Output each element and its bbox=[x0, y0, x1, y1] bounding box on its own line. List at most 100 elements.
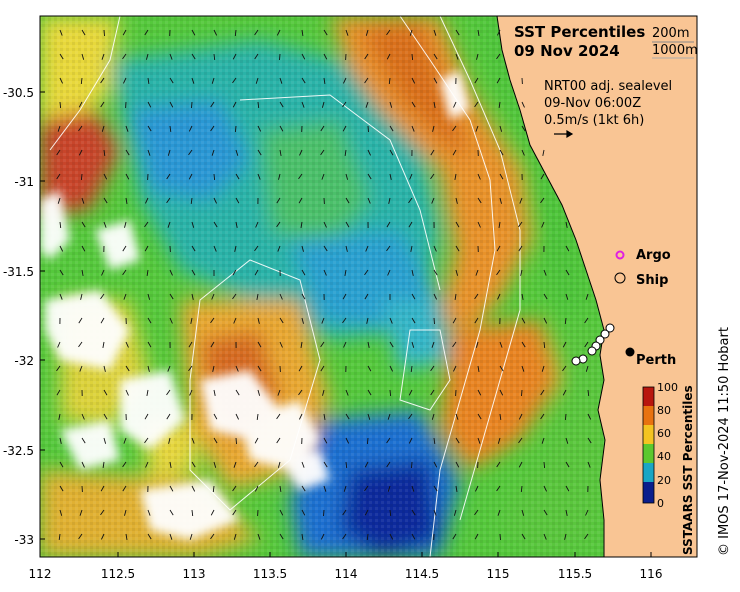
current-vector bbox=[257, 101, 260, 109]
current-vector bbox=[408, 389, 413, 396]
current-vector bbox=[521, 101, 525, 108]
current-vector bbox=[169, 53, 173, 60]
current-vector bbox=[59, 101, 62, 109]
current-vector bbox=[233, 461, 237, 468]
current-vector bbox=[211, 77, 215, 84]
current-vector bbox=[279, 293, 283, 300]
current-vector bbox=[100, 317, 105, 324]
current-vector bbox=[430, 149, 435, 156]
current-vector bbox=[145, 461, 149, 468]
colorbar-tick: 60 bbox=[657, 427, 671, 440]
current-vector bbox=[455, 221, 460, 228]
current-vector bbox=[345, 413, 350, 420]
current-vector bbox=[235, 365, 239, 372]
current-vector bbox=[279, 485, 282, 492]
current-vector bbox=[188, 149, 193, 156]
current-vector bbox=[540, 413, 545, 420]
scale-arrow-icon bbox=[554, 129, 574, 139]
current-vector bbox=[323, 77, 326, 84]
current-vector bbox=[345, 389, 349, 396]
legend-ship: Ship bbox=[636, 273, 668, 288]
current-vector bbox=[169, 101, 174, 108]
current-vector bbox=[189, 533, 193, 540]
current-vector bbox=[433, 53, 438, 60]
current-vector bbox=[79, 365, 83, 372]
current-vector bbox=[388, 77, 391, 85]
current-vector bbox=[276, 413, 281, 420]
current-vector bbox=[499, 149, 504, 156]
current-vector bbox=[564, 317, 567, 325]
x-axis: 112 112.5 113 113.5 114 114.5 115 115.5 … bbox=[29, 552, 662, 581]
current-vector bbox=[169, 461, 172, 468]
current-vector bbox=[584, 317, 589, 324]
current-vector bbox=[169, 509, 174, 516]
current-vector bbox=[298, 389, 303, 396]
current-vector bbox=[125, 341, 129, 348]
current-vector bbox=[81, 29, 86, 36]
current-vector bbox=[367, 365, 372, 372]
current-vector bbox=[147, 77, 150, 84]
current-vector bbox=[232, 509, 237, 516]
current-vector bbox=[213, 173, 216, 181]
current-vector bbox=[169, 533, 173, 540]
current-vector bbox=[257, 317, 260, 324]
current-vector bbox=[78, 149, 83, 156]
current-vector bbox=[342, 509, 347, 516]
current-vector bbox=[254, 53, 259, 60]
current-vector bbox=[433, 269, 438, 276]
current-vector bbox=[474, 317, 479, 324]
x-tick-label: 112 bbox=[29, 567, 52, 581]
current-vector bbox=[389, 509, 392, 517]
current-vector bbox=[279, 341, 283, 348]
colorbar-tick: 100 bbox=[657, 381, 678, 394]
current-vector bbox=[474, 77, 479, 84]
colorbar: 100 80 60 40 20 0 bbox=[642, 381, 678, 510]
current-vector bbox=[433, 461, 438, 468]
current-vector bbox=[345, 29, 349, 36]
current-vector bbox=[565, 221, 568, 228]
current-vector bbox=[279, 125, 284, 132]
ship-marker-icon bbox=[614, 272, 626, 284]
current-vector bbox=[301, 293, 306, 300]
current-vector bbox=[565, 437, 569, 444]
current-vector bbox=[279, 509, 284, 516]
current-vector bbox=[367, 173, 372, 180]
current-vector bbox=[323, 221, 327, 228]
current-vector bbox=[210, 509, 215, 516]
current-vector bbox=[497, 509, 501, 516]
current-vector bbox=[100, 509, 105, 516]
current-vector bbox=[454, 293, 457, 300]
current-vector bbox=[301, 317, 304, 324]
current-vector bbox=[497, 437, 501, 444]
current-vector bbox=[320, 341, 325, 348]
current-vector bbox=[232, 293, 237, 300]
current-vector bbox=[78, 533, 83, 540]
colorbar-label: SSTAARS SST Percentiles bbox=[681, 385, 695, 555]
current-vector bbox=[301, 461, 305, 468]
current-vector bbox=[342, 293, 347, 300]
current-vector bbox=[367, 413, 371, 420]
current-vector bbox=[276, 29, 281, 36]
current-vector bbox=[411, 269, 414, 276]
current-vector bbox=[254, 485, 259, 492]
current-vector bbox=[366, 317, 369, 324]
current-vector bbox=[431, 413, 435, 420]
current-vector bbox=[166, 173, 171, 180]
current-vector bbox=[255, 221, 259, 228]
y-tick-label: -32 bbox=[14, 354, 34, 368]
current-vector bbox=[433, 77, 438, 84]
current-vector bbox=[587, 413, 592, 420]
current-vector bbox=[103, 365, 106, 372]
current-vectors bbox=[56, 29, 592, 541]
current-vector bbox=[59, 437, 62, 444]
current-vector bbox=[59, 293, 63, 300]
current-vector bbox=[81, 413, 85, 420]
current-vector bbox=[59, 509, 63, 516]
current-vector bbox=[452, 533, 457, 540]
current-vector bbox=[235, 197, 240, 204]
current-vector bbox=[499, 125, 503, 132]
current-vector bbox=[279, 149, 282, 156]
current-vector bbox=[57, 341, 61, 348]
current-vector bbox=[367, 197, 371, 204]
